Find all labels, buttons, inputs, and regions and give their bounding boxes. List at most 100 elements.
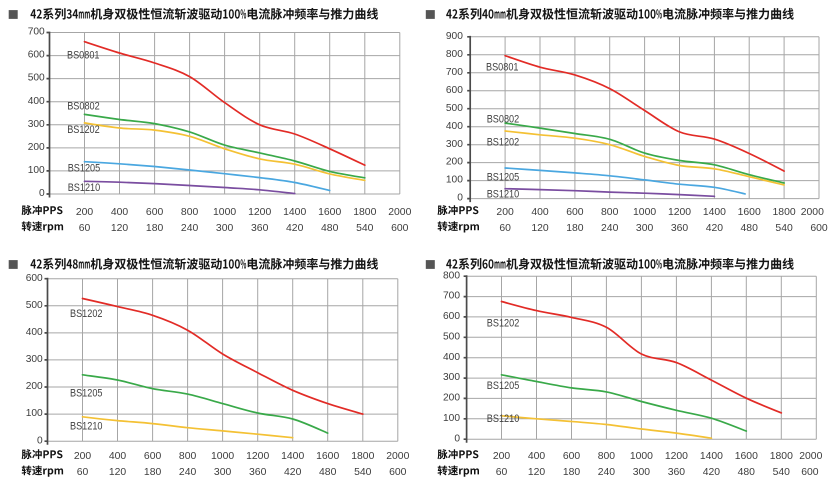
svg-text:600: 600 bbox=[563, 451, 581, 462]
svg-text:1000: 1000 bbox=[213, 207, 236, 218]
svg-text:1400: 1400 bbox=[703, 207, 726, 218]
svg-text:800: 800 bbox=[598, 451, 616, 462]
svg-text:BS0802: BS0802 bbox=[67, 100, 100, 112]
svg-text:BS1210: BS1210 bbox=[487, 413, 520, 425]
svg-text:180: 180 bbox=[144, 467, 162, 478]
svg-text:400: 400 bbox=[528, 451, 546, 462]
svg-text:1600: 1600 bbox=[316, 451, 339, 462]
svg-text:200: 200 bbox=[76, 207, 94, 218]
svg-text:1600: 1600 bbox=[738, 207, 761, 218]
svg-text:420: 420 bbox=[706, 223, 724, 234]
svg-text:300: 300 bbox=[214, 467, 232, 478]
svg-text:480: 480 bbox=[741, 223, 759, 234]
svg-text:0: 0 bbox=[457, 193, 463, 204]
svg-text:BS0801: BS0801 bbox=[67, 50, 100, 62]
svg-text:120: 120 bbox=[109, 467, 127, 478]
svg-text:200: 200 bbox=[493, 451, 511, 462]
svg-text:1200: 1200 bbox=[248, 207, 271, 218]
svg-text:180: 180 bbox=[146, 223, 164, 234]
svg-text:200: 200 bbox=[74, 451, 92, 462]
svg-text:540: 540 bbox=[356, 223, 374, 234]
svg-text:0: 0 bbox=[39, 188, 45, 199]
svg-text:600: 600 bbox=[391, 223, 409, 234]
svg-text:100: 100 bbox=[443, 413, 460, 424]
svg-text:1000: 1000 bbox=[633, 207, 656, 218]
svg-text:100: 100 bbox=[26, 408, 43, 419]
svg-text:500: 500 bbox=[26, 300, 43, 311]
svg-text:0: 0 bbox=[454, 433, 460, 444]
svg-text:BS1205: BS1205 bbox=[70, 388, 103, 400]
svg-text:300: 300 bbox=[633, 467, 651, 478]
svg-text:180: 180 bbox=[566, 223, 584, 234]
svg-text:1200: 1200 bbox=[246, 451, 269, 462]
svg-text:300: 300 bbox=[446, 139, 463, 150]
svg-text:600: 600 bbox=[810, 223, 828, 234]
svg-text:180: 180 bbox=[563, 467, 581, 478]
svg-text:420: 420 bbox=[286, 223, 304, 234]
svg-text:1600: 1600 bbox=[318, 207, 341, 218]
svg-text:100: 100 bbox=[28, 165, 45, 176]
svg-text:2000: 2000 bbox=[386, 451, 409, 462]
svg-text:1400: 1400 bbox=[700, 451, 723, 462]
svg-text:60: 60 bbox=[77, 467, 89, 478]
svg-text:1800: 1800 bbox=[353, 207, 376, 218]
svg-text:400: 400 bbox=[446, 121, 463, 132]
svg-text:300: 300 bbox=[443, 372, 460, 383]
svg-text:300: 300 bbox=[636, 223, 654, 234]
svg-text:300: 300 bbox=[216, 223, 234, 234]
svg-text:600: 600 bbox=[144, 451, 162, 462]
svg-text:200: 200 bbox=[496, 207, 514, 218]
svg-text:240: 240 bbox=[181, 223, 199, 234]
svg-text:500: 500 bbox=[446, 103, 463, 114]
svg-text:BS0802: BS0802 bbox=[487, 114, 520, 126]
svg-text:60: 60 bbox=[496, 467, 508, 478]
svg-text:1000: 1000 bbox=[630, 451, 653, 462]
svg-text:700: 700 bbox=[446, 67, 463, 78]
svg-text:60: 60 bbox=[499, 223, 511, 234]
svg-text:360: 360 bbox=[668, 467, 686, 478]
svg-text:120: 120 bbox=[528, 467, 546, 478]
svg-text:240: 240 bbox=[179, 467, 197, 478]
svg-text:400: 400 bbox=[28, 96, 45, 107]
svg-text:BS1202: BS1202 bbox=[487, 318, 520, 330]
svg-text:1800: 1800 bbox=[770, 451, 793, 462]
svg-text:500: 500 bbox=[443, 331, 460, 342]
svg-text:BS1205: BS1205 bbox=[487, 380, 520, 392]
svg-text:540: 540 bbox=[773, 467, 791, 478]
svg-text:540: 540 bbox=[354, 467, 372, 478]
svg-text:360: 360 bbox=[671, 223, 689, 234]
svg-text:BS1210: BS1210 bbox=[70, 421, 103, 433]
svg-text:800: 800 bbox=[181, 207, 199, 218]
svg-text:600: 600 bbox=[26, 273, 43, 284]
svg-text:2000: 2000 bbox=[388, 207, 411, 218]
svg-text:BS1205: BS1205 bbox=[68, 163, 101, 175]
svg-text:240: 240 bbox=[598, 467, 616, 478]
svg-text:2000: 2000 bbox=[799, 451, 822, 462]
svg-text:200: 200 bbox=[446, 157, 463, 168]
svg-text:60: 60 bbox=[79, 223, 91, 234]
svg-text:1400: 1400 bbox=[283, 207, 306, 218]
svg-text:480: 480 bbox=[319, 467, 337, 478]
svg-text:600: 600 bbox=[146, 207, 164, 218]
svg-text:800: 800 bbox=[446, 49, 463, 60]
svg-text:BS1202: BS1202 bbox=[67, 124, 100, 136]
svg-text:600: 600 bbox=[443, 311, 460, 322]
svg-text:BS1205: BS1205 bbox=[487, 172, 520, 184]
svg-text:900: 900 bbox=[446, 31, 463, 42]
svg-text:1600: 1600 bbox=[735, 451, 758, 462]
svg-text:400: 400 bbox=[26, 327, 43, 338]
svg-text:400: 400 bbox=[109, 451, 127, 462]
svg-text:200: 200 bbox=[26, 381, 43, 392]
svg-text:1200: 1200 bbox=[665, 451, 688, 462]
svg-text:100: 100 bbox=[446, 175, 463, 186]
svg-text:540: 540 bbox=[775, 223, 793, 234]
svg-text:200: 200 bbox=[443, 393, 460, 404]
svg-text:400: 400 bbox=[531, 207, 549, 218]
svg-text:700: 700 bbox=[28, 27, 45, 38]
svg-text:600: 600 bbox=[801, 467, 819, 478]
svg-text:BS1202: BS1202 bbox=[487, 137, 520, 149]
svg-text:240: 240 bbox=[601, 223, 619, 234]
svg-text:BS1202: BS1202 bbox=[70, 308, 103, 320]
svg-text:1000: 1000 bbox=[211, 451, 234, 462]
svg-text:600: 600 bbox=[446, 85, 463, 96]
